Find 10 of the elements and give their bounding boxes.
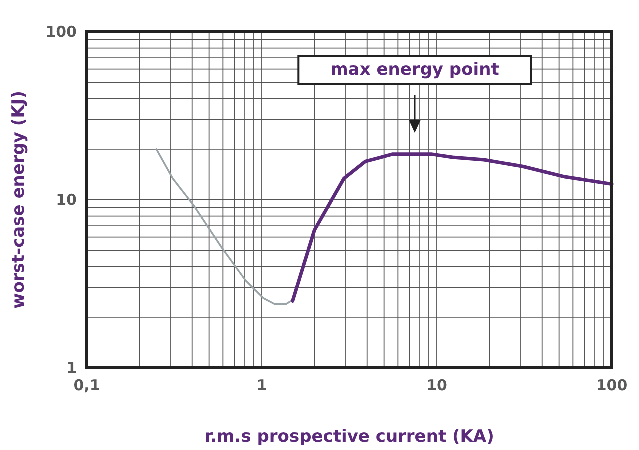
y-tick-label: 100 — [46, 22, 77, 41]
x-tick-label: 1 — [256, 376, 268, 395]
x-tick-label: 100 — [596, 376, 628, 395]
x-tick-label: 10 — [426, 376, 448, 395]
x-axis-title: r.m.s prospective current (KA) — [204, 427, 494, 447]
x-tick-label: 0,1 — [74, 376, 100, 395]
annotation: max energy point — [330, 60, 500, 80]
y-tick-label: 10 — [56, 190, 77, 209]
y-axis-title: worst-case energy (KJ) — [9, 91, 29, 309]
y-tick-label: 1 — [66, 358, 77, 377]
